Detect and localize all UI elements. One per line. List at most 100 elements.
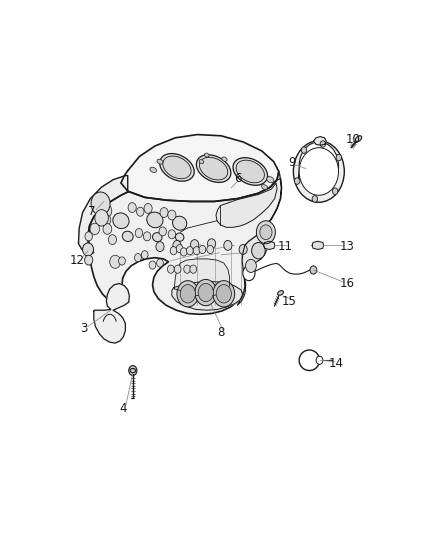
- Circle shape: [294, 177, 300, 184]
- Circle shape: [195, 279, 217, 306]
- Circle shape: [198, 284, 213, 302]
- Circle shape: [90, 223, 99, 235]
- Ellipse shape: [356, 136, 362, 142]
- Ellipse shape: [233, 158, 268, 185]
- Circle shape: [310, 266, 317, 274]
- Circle shape: [159, 227, 166, 236]
- Circle shape: [134, 254, 141, 262]
- Circle shape: [187, 247, 193, 255]
- Circle shape: [167, 265, 174, 273]
- Circle shape: [83, 243, 93, 256]
- Polygon shape: [94, 284, 130, 343]
- Circle shape: [243, 266, 255, 281]
- Circle shape: [101, 204, 112, 217]
- Ellipse shape: [196, 155, 231, 182]
- Polygon shape: [264, 241, 275, 249]
- Circle shape: [144, 204, 152, 213]
- Text: 8: 8: [217, 326, 225, 340]
- Text: 7: 7: [88, 205, 96, 218]
- Ellipse shape: [147, 212, 163, 228]
- Polygon shape: [174, 259, 230, 296]
- Text: 16: 16: [339, 277, 354, 290]
- Circle shape: [208, 239, 215, 248]
- Ellipse shape: [278, 290, 283, 295]
- Ellipse shape: [160, 154, 194, 181]
- Ellipse shape: [205, 153, 209, 157]
- Circle shape: [180, 285, 195, 303]
- Circle shape: [176, 245, 183, 253]
- Polygon shape: [216, 183, 277, 227]
- Ellipse shape: [157, 159, 163, 164]
- Circle shape: [256, 221, 276, 244]
- Circle shape: [312, 196, 318, 202]
- Polygon shape: [298, 145, 334, 184]
- Circle shape: [108, 235, 117, 245]
- Circle shape: [110, 255, 120, 268]
- Ellipse shape: [236, 160, 265, 183]
- Polygon shape: [237, 172, 282, 305]
- Text: 4: 4: [119, 402, 127, 415]
- Polygon shape: [172, 281, 243, 310]
- Circle shape: [103, 224, 112, 235]
- Circle shape: [224, 240, 232, 251]
- Text: 14: 14: [329, 357, 344, 370]
- Circle shape: [160, 207, 168, 217]
- Circle shape: [316, 356, 323, 365]
- Text: 9: 9: [289, 156, 296, 169]
- Circle shape: [320, 141, 325, 147]
- Ellipse shape: [152, 232, 162, 241]
- Ellipse shape: [173, 216, 187, 230]
- Circle shape: [216, 285, 231, 303]
- Circle shape: [239, 245, 247, 254]
- Text: 15: 15: [282, 295, 297, 309]
- Circle shape: [129, 366, 137, 375]
- Circle shape: [177, 281, 199, 307]
- Circle shape: [180, 248, 187, 256]
- Text: 10: 10: [346, 133, 361, 147]
- Ellipse shape: [261, 184, 268, 190]
- Ellipse shape: [163, 156, 191, 179]
- Circle shape: [168, 230, 176, 239]
- Circle shape: [260, 225, 272, 240]
- Ellipse shape: [199, 160, 204, 164]
- Circle shape: [128, 203, 136, 213]
- Polygon shape: [314, 136, 326, 145]
- Circle shape: [143, 232, 151, 241]
- Ellipse shape: [150, 167, 156, 173]
- Ellipse shape: [199, 157, 228, 180]
- Circle shape: [336, 154, 342, 161]
- Circle shape: [193, 247, 200, 255]
- Ellipse shape: [222, 157, 227, 161]
- Circle shape: [293, 141, 344, 202]
- Circle shape: [191, 240, 199, 249]
- Ellipse shape: [122, 231, 133, 241]
- Circle shape: [299, 148, 339, 195]
- Circle shape: [102, 215, 111, 225]
- Circle shape: [170, 247, 177, 255]
- Ellipse shape: [267, 176, 274, 183]
- Circle shape: [137, 207, 144, 216]
- Circle shape: [149, 261, 156, 269]
- Text: 11: 11: [278, 240, 293, 253]
- Circle shape: [85, 232, 92, 241]
- Circle shape: [168, 210, 176, 220]
- Circle shape: [207, 245, 214, 254]
- Circle shape: [301, 147, 307, 154]
- Text: 13: 13: [339, 240, 354, 253]
- Circle shape: [174, 265, 181, 273]
- Ellipse shape: [130, 368, 135, 373]
- Polygon shape: [312, 241, 324, 249]
- Circle shape: [299, 142, 339, 190]
- Circle shape: [85, 255, 93, 265]
- Circle shape: [157, 259, 163, 267]
- Ellipse shape: [176, 233, 184, 241]
- Circle shape: [119, 257, 125, 265]
- Circle shape: [190, 265, 197, 273]
- Circle shape: [213, 281, 235, 307]
- Polygon shape: [78, 175, 128, 254]
- Circle shape: [91, 192, 110, 215]
- Circle shape: [332, 188, 338, 195]
- Circle shape: [173, 240, 181, 251]
- Ellipse shape: [113, 213, 129, 229]
- Text: 12: 12: [69, 254, 84, 268]
